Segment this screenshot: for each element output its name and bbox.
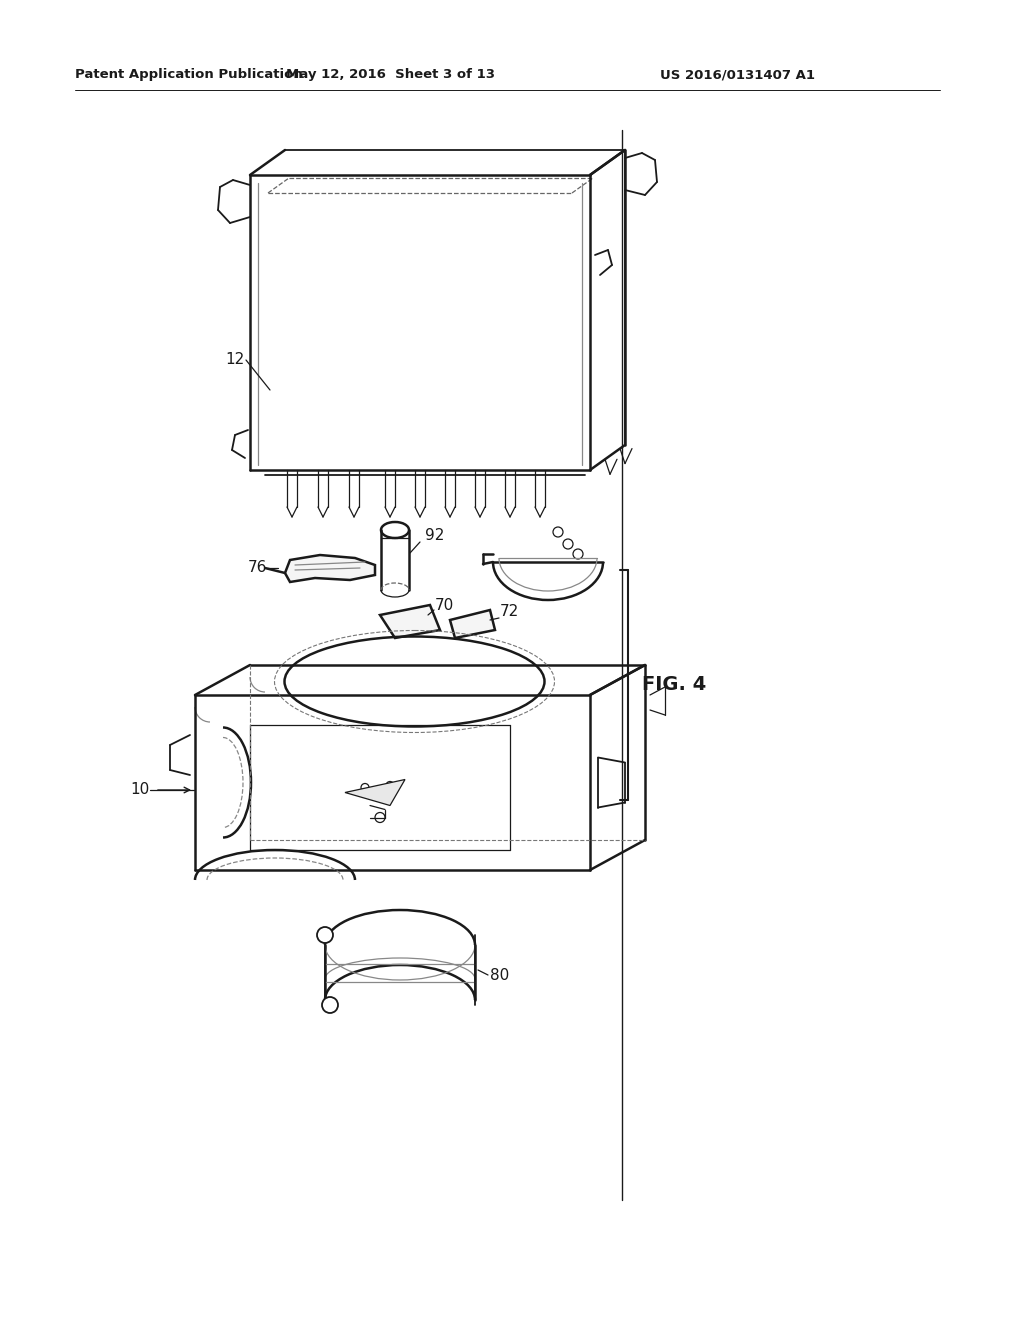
Polygon shape: [345, 780, 406, 805]
Text: FIG. 4: FIG. 4: [642, 676, 707, 694]
Text: 76: 76: [248, 561, 267, 576]
Text: May 12, 2016  Sheet 3 of 13: May 12, 2016 Sheet 3 of 13: [286, 69, 495, 81]
Polygon shape: [450, 610, 495, 638]
Text: 12: 12: [225, 352, 245, 367]
Text: 10: 10: [130, 783, 150, 797]
Circle shape: [317, 927, 333, 942]
Polygon shape: [380, 605, 440, 638]
Text: 92: 92: [425, 528, 444, 543]
Text: 80: 80: [490, 968, 509, 982]
Circle shape: [322, 997, 338, 1012]
Text: Patent Application Publication: Patent Application Publication: [75, 69, 303, 81]
Text: US 2016/0131407 A1: US 2016/0131407 A1: [660, 69, 815, 81]
Text: 72: 72: [500, 605, 519, 619]
Text: 70: 70: [435, 598, 455, 612]
Polygon shape: [285, 554, 375, 582]
